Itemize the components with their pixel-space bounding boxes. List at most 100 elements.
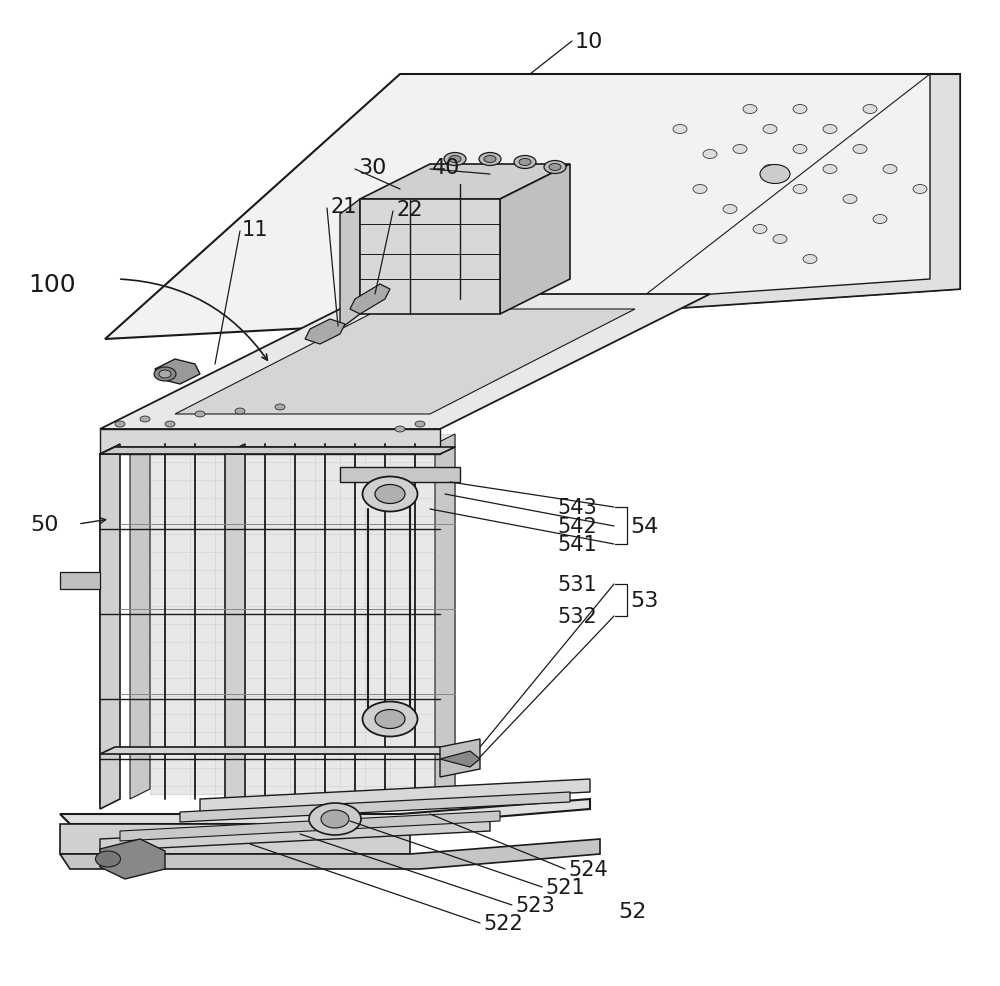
Ellipse shape bbox=[793, 185, 807, 194]
Ellipse shape bbox=[863, 106, 877, 114]
Ellipse shape bbox=[165, 422, 175, 428]
Text: 40: 40 bbox=[432, 158, 460, 177]
Polygon shape bbox=[305, 319, 345, 345]
Polygon shape bbox=[100, 295, 710, 430]
Ellipse shape bbox=[159, 371, 171, 379]
Ellipse shape bbox=[873, 215, 887, 224]
Ellipse shape bbox=[395, 427, 405, 433]
Text: 531: 531 bbox=[557, 575, 597, 595]
Ellipse shape bbox=[363, 477, 418, 512]
Text: 53: 53 bbox=[630, 591, 658, 610]
Ellipse shape bbox=[549, 165, 561, 172]
Polygon shape bbox=[60, 839, 600, 869]
Ellipse shape bbox=[375, 485, 405, 504]
Polygon shape bbox=[150, 435, 455, 794]
Polygon shape bbox=[640, 75, 960, 310]
Polygon shape bbox=[60, 824, 410, 854]
Ellipse shape bbox=[275, 404, 285, 410]
Polygon shape bbox=[100, 430, 440, 455]
Polygon shape bbox=[100, 448, 455, 455]
Ellipse shape bbox=[793, 145, 807, 155]
Text: 30: 30 bbox=[358, 158, 386, 177]
Ellipse shape bbox=[519, 160, 531, 167]
Text: 542: 542 bbox=[557, 517, 597, 536]
Polygon shape bbox=[100, 448, 440, 455]
Ellipse shape bbox=[235, 408, 245, 414]
Text: 543: 543 bbox=[557, 498, 597, 518]
Ellipse shape bbox=[544, 162, 566, 175]
Text: 11: 11 bbox=[242, 220, 269, 240]
Ellipse shape bbox=[843, 195, 857, 204]
Polygon shape bbox=[500, 165, 570, 315]
Polygon shape bbox=[60, 800, 590, 824]
Ellipse shape bbox=[449, 157, 461, 164]
Polygon shape bbox=[440, 740, 480, 777]
Polygon shape bbox=[100, 445, 120, 810]
Text: 532: 532 bbox=[557, 606, 597, 626]
Polygon shape bbox=[200, 779, 590, 812]
Ellipse shape bbox=[309, 804, 361, 835]
Polygon shape bbox=[130, 435, 150, 800]
Text: 21: 21 bbox=[330, 197, 357, 217]
Ellipse shape bbox=[154, 368, 176, 382]
Polygon shape bbox=[340, 467, 460, 482]
Polygon shape bbox=[350, 285, 390, 315]
Ellipse shape bbox=[96, 851, 121, 867]
Text: 22: 22 bbox=[396, 200, 423, 220]
Text: 54: 54 bbox=[630, 517, 658, 536]
Ellipse shape bbox=[115, 422, 125, 428]
Ellipse shape bbox=[823, 166, 837, 175]
Text: 541: 541 bbox=[557, 534, 597, 554]
Polygon shape bbox=[60, 573, 100, 590]
Polygon shape bbox=[100, 819, 490, 851]
Ellipse shape bbox=[723, 205, 737, 214]
Text: 100: 100 bbox=[28, 273, 76, 297]
Ellipse shape bbox=[753, 225, 767, 235]
Polygon shape bbox=[440, 751, 480, 767]
Ellipse shape bbox=[514, 157, 536, 170]
Polygon shape bbox=[175, 310, 635, 414]
Text: 52: 52 bbox=[618, 901, 646, 921]
Ellipse shape bbox=[693, 185, 707, 194]
Ellipse shape bbox=[484, 157, 496, 164]
Ellipse shape bbox=[763, 166, 777, 175]
Ellipse shape bbox=[763, 125, 777, 134]
Ellipse shape bbox=[913, 185, 927, 194]
Polygon shape bbox=[155, 360, 200, 385]
Polygon shape bbox=[225, 445, 245, 810]
Text: 524: 524 bbox=[568, 859, 608, 880]
Polygon shape bbox=[100, 448, 115, 805]
Polygon shape bbox=[100, 839, 165, 880]
Ellipse shape bbox=[853, 145, 867, 155]
Ellipse shape bbox=[733, 145, 747, 155]
Ellipse shape bbox=[415, 422, 425, 428]
Ellipse shape bbox=[444, 154, 466, 167]
Polygon shape bbox=[105, 75, 960, 339]
Ellipse shape bbox=[479, 154, 501, 167]
Ellipse shape bbox=[760, 166, 790, 184]
Ellipse shape bbox=[703, 150, 717, 160]
Ellipse shape bbox=[375, 710, 405, 729]
Ellipse shape bbox=[773, 236, 787, 245]
Polygon shape bbox=[435, 435, 455, 800]
Polygon shape bbox=[120, 811, 500, 841]
Ellipse shape bbox=[140, 416, 150, 423]
Ellipse shape bbox=[743, 106, 757, 114]
Polygon shape bbox=[360, 200, 500, 315]
Ellipse shape bbox=[793, 106, 807, 114]
Text: 50: 50 bbox=[30, 515, 59, 534]
Ellipse shape bbox=[823, 125, 837, 134]
Ellipse shape bbox=[803, 255, 817, 264]
Ellipse shape bbox=[673, 125, 687, 134]
Ellipse shape bbox=[195, 411, 205, 418]
Ellipse shape bbox=[321, 810, 349, 828]
Polygon shape bbox=[100, 747, 455, 754]
Text: 522: 522 bbox=[483, 913, 523, 933]
Text: 10: 10 bbox=[575, 32, 603, 52]
Text: 521: 521 bbox=[545, 878, 585, 897]
Polygon shape bbox=[340, 200, 360, 329]
Polygon shape bbox=[180, 792, 570, 822]
Ellipse shape bbox=[363, 702, 418, 737]
Text: 523: 523 bbox=[515, 895, 555, 915]
Polygon shape bbox=[360, 165, 570, 200]
